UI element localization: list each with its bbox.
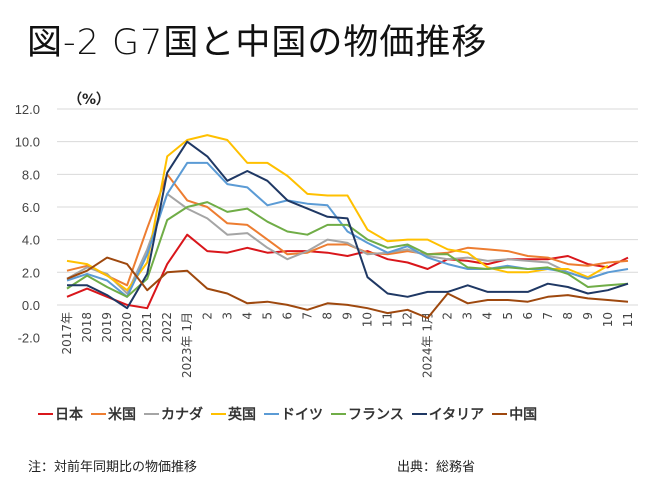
x-tick-label: 3 — [220, 312, 234, 320]
legend-item: 米国 — [91, 404, 136, 424]
x-tick-label: 7 — [300, 312, 314, 320]
x-tick-label: 9 — [581, 312, 595, 320]
x-tick-label: 2022 — [160, 312, 174, 343]
x-tick-label: 2 — [200, 312, 214, 320]
x-tick-label: 2017年 — [60, 312, 74, 355]
legend-swatch — [211, 413, 226, 415]
y-tick-label: -2.0 — [18, 331, 40, 346]
x-tick-label: 9 — [341, 312, 355, 320]
legend-label: カナダ — [161, 407, 203, 423]
x-tick-label: 2 — [441, 312, 455, 320]
source-credit: 出典：総務省 — [397, 460, 476, 475]
x-tick-label: 12 — [401, 312, 415, 327]
legend-label: 英国 — [228, 407, 256, 423]
series-line-英国 — [66, 134, 609, 292]
chart-legend: 日本 米国 カナダ 英国 ドイツ フランス イタリア 中国 — [38, 404, 537, 424]
y-tick-label: 2.0 — [22, 265, 40, 280]
x-tick-label: 4 — [481, 312, 495, 320]
legend-swatch — [38, 413, 53, 415]
x-tick-label: 2021 — [140, 312, 154, 343]
legend-label: イタリア — [428, 407, 485, 423]
legend-label: 日本 — [55, 407, 83, 423]
x-tick-label: 2023年 1月 — [180, 312, 194, 378]
gridlines — [57, 108, 638, 306]
x-tick-label: 2018 — [80, 312, 94, 343]
x-tick-label: 5 — [260, 312, 274, 320]
x-tick-label: 2019 — [100, 312, 114, 343]
legend-swatch — [91, 413, 106, 415]
y-tick-label: 10.0 — [15, 135, 40, 150]
legend-label: 中国 — [509, 407, 538, 423]
y-tick-label: 12.0 — [15, 102, 40, 117]
legend-item: ドイツ — [264, 404, 323, 424]
y-tick-label: 0.0 — [22, 298, 40, 313]
x-tick-label: 8 — [320, 312, 334, 320]
x-tick-label: 4 — [240, 312, 254, 320]
x-tick-label: 3 — [461, 312, 475, 320]
legend-label: 米国 — [108, 407, 136, 423]
y-tick-label: 6.0 — [22, 200, 40, 215]
legend-item: 英国 — [211, 404, 256, 424]
line-chart: -2.0 0.0 2.0 4.0 6.0 8.0 10.0 12.0 2017年 2018 201… — [15, 92, 638, 378]
legend-label: ドイツ — [281, 407, 323, 423]
y-tick-label: 8.0 — [22, 167, 40, 182]
x-axis-ticks: 2017年 2018 2019 2020 2021 2022 2023年 1月 2 3 4 5 6 7 8… — [60, 312, 635, 378]
legend-item: 日本 — [38, 404, 83, 424]
legend-item: フランス — [331, 404, 404, 424]
chart-title: 図-2 G7国と中国の物価推移 — [27, 23, 488, 63]
legend-item: イタリア — [411, 404, 485, 424]
x-tick-label: 8 — [561, 312, 575, 320]
x-tick-label: 7 — [541, 312, 555, 320]
x-tick-label: 11 — [621, 312, 635, 327]
x-tick-label: 10 — [601, 312, 615, 327]
legend-item: 中国 — [492, 404, 537, 424]
x-tick-label: 6 — [280, 312, 294, 320]
series-line-中国 — [66, 256, 629, 319]
x-tick-label: 6 — [521, 312, 535, 320]
y-axis-ticks: -2.0 0.0 2.0 4.0 6.0 8.0 10.0 12.0 — [15, 102, 40, 346]
series-line-ドイツ — [66, 161, 629, 298]
series-lines — [66, 134, 629, 319]
x-tick-label: 5 — [501, 312, 515, 320]
legend-swatch — [264, 413, 279, 415]
x-tick-label: 11 — [381, 312, 395, 327]
y-tick-label: 4.0 — [22, 233, 40, 248]
legend-label: フランス — [348, 407, 404, 423]
y-axis-unit-label: （%） — [68, 92, 110, 108]
legend-swatch — [331, 413, 346, 415]
legend-swatch — [492, 413, 508, 415]
legend-swatch — [411, 413, 427, 415]
series-line-フランス — [66, 201, 629, 298]
x-tick-label: 2024年 1月 — [421, 312, 435, 378]
x-tick-label: 2020 — [120, 312, 134, 343]
x-tick-label: 10 — [361, 312, 375, 327]
footnote: 注：対前年同期比の物価推移 — [28, 460, 198, 475]
legend-swatch — [144, 413, 159, 415]
series-line-イタリア — [67, 140, 629, 310]
legend-item: カナダ — [144, 404, 203, 424]
